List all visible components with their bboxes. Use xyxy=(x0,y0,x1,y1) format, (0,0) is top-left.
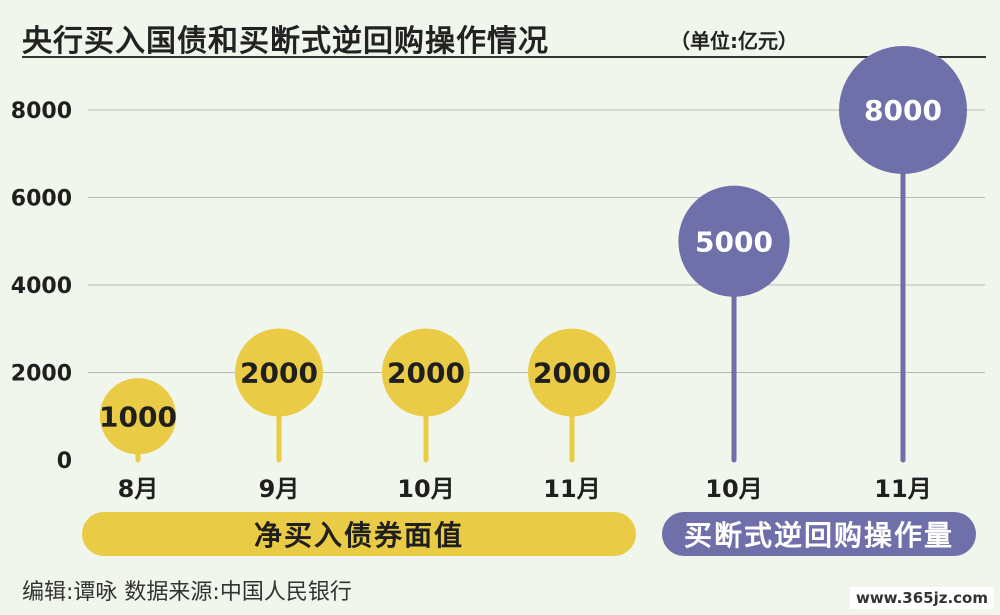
data-label: 2000 xyxy=(533,357,611,390)
lollipop-bubble xyxy=(382,328,470,417)
group-label-outright-repo: 买断式逆回购操作量 xyxy=(662,512,976,556)
x-tick-label: 9月 xyxy=(259,475,300,503)
x-tick-label: 11月 xyxy=(543,475,600,503)
group-label-net-purchase: 净买入债券面值 xyxy=(82,512,636,556)
watermark: www.365jz.com xyxy=(849,587,994,609)
data-label: 5000 xyxy=(695,225,773,258)
data-label: 8000 xyxy=(864,94,942,127)
x-tick-label: 11月 xyxy=(874,475,931,503)
unit-label: （单位:亿元） xyxy=(670,29,798,53)
y-tick-label: 2000 xyxy=(11,362,72,387)
footer-credit: 编辑:谭咏 数据来源:中国人民银行 xyxy=(22,580,352,605)
lollipop-bubble xyxy=(528,328,616,417)
lollipop-bubble xyxy=(99,378,177,455)
x-tick-label: 10月 xyxy=(705,475,762,503)
title-bar: 央行买入国债和买断式逆回购操作情况 （单位:亿元） xyxy=(22,14,986,59)
x-tick-label: 8月 xyxy=(118,475,159,503)
lollipop-bubble xyxy=(235,328,323,417)
y-tick-label: 4000 xyxy=(11,274,72,299)
data-label: 1000 xyxy=(99,400,177,433)
data-label: 2000 xyxy=(240,357,318,390)
y-tick-label: 8000 xyxy=(11,99,72,124)
x-tick-label: 10月 xyxy=(397,475,454,503)
lollipop-bubble xyxy=(678,185,790,297)
y-tick-label: 6000 xyxy=(11,187,72,212)
data-label: 2000 xyxy=(387,357,465,390)
y-tick-label: 0 xyxy=(57,449,72,474)
chart-title: 央行买入国债和买断式逆回购操作情况 xyxy=(22,24,549,59)
lollipop-bubble xyxy=(839,46,967,174)
